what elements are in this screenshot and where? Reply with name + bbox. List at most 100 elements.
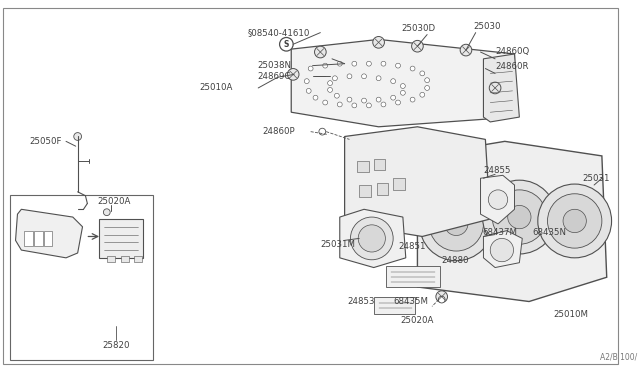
Circle shape (352, 61, 356, 66)
Circle shape (396, 100, 401, 105)
Bar (377, 183, 388, 195)
Bar (374, 159, 385, 170)
Bar (107, 256, 115, 262)
Polygon shape (291, 39, 515, 127)
Bar (10, 195, 154, 360)
Text: 68437M: 68437M (483, 228, 518, 237)
Circle shape (280, 38, 293, 51)
Circle shape (445, 212, 468, 235)
Circle shape (438, 296, 445, 303)
Text: 25031: 25031 (582, 174, 610, 183)
Circle shape (319, 128, 326, 135)
Text: 24869C: 24869C (257, 72, 291, 81)
Circle shape (563, 209, 586, 232)
Circle shape (401, 84, 405, 89)
Circle shape (358, 225, 385, 252)
Circle shape (492, 190, 547, 244)
Circle shape (328, 81, 333, 86)
Circle shape (362, 74, 367, 79)
Text: 25030: 25030 (474, 22, 501, 31)
Polygon shape (417, 141, 607, 302)
Text: 24860Q: 24860Q (495, 46, 529, 55)
Circle shape (391, 95, 396, 100)
Circle shape (367, 61, 371, 66)
Circle shape (347, 97, 352, 102)
Text: 24851: 24851 (398, 242, 426, 251)
Text: 25010A: 25010A (199, 83, 232, 93)
Text: 25038N: 25038N (257, 61, 291, 70)
Circle shape (313, 95, 318, 100)
Text: 24860P: 24860P (262, 127, 295, 136)
Circle shape (314, 46, 326, 58)
Circle shape (308, 66, 313, 71)
Text: 25030D: 25030D (401, 24, 435, 33)
Polygon shape (340, 209, 406, 267)
Text: 24855: 24855 (483, 166, 511, 175)
Circle shape (381, 102, 386, 107)
Bar (34, 231, 43, 246)
Text: 24880: 24880 (442, 256, 469, 265)
Bar (387, 266, 440, 287)
Circle shape (333, 76, 337, 81)
Circle shape (362, 98, 367, 103)
Bar (374, 296, 415, 314)
Circle shape (396, 63, 401, 68)
Circle shape (287, 68, 299, 80)
Bar (122, 256, 129, 262)
Bar (99, 219, 143, 258)
Text: 25020A: 25020A (97, 197, 131, 206)
Circle shape (381, 61, 386, 66)
Circle shape (104, 209, 110, 216)
Circle shape (412, 41, 423, 52)
Bar (44, 231, 52, 246)
Circle shape (352, 103, 356, 108)
Circle shape (436, 291, 447, 302)
Text: 25031M: 25031M (321, 240, 355, 249)
Circle shape (401, 90, 405, 95)
Text: 68435M: 68435M (393, 297, 428, 306)
Circle shape (307, 89, 311, 93)
Circle shape (328, 87, 333, 92)
Circle shape (490, 238, 513, 262)
Circle shape (488, 190, 508, 209)
Circle shape (410, 66, 415, 71)
Circle shape (367, 103, 371, 108)
Circle shape (538, 184, 612, 258)
Circle shape (305, 79, 309, 84)
Circle shape (323, 100, 328, 105)
Polygon shape (481, 175, 515, 224)
Text: 25010M: 25010M (554, 310, 588, 319)
Text: S: S (284, 40, 289, 49)
Text: 24853: 24853 (348, 297, 375, 306)
Circle shape (429, 197, 483, 251)
Text: 25820: 25820 (103, 341, 131, 350)
Circle shape (489, 82, 501, 94)
Circle shape (323, 63, 328, 68)
Bar (359, 185, 371, 197)
Text: 25050F: 25050F (29, 137, 61, 146)
Circle shape (391, 79, 396, 84)
Text: 24860R: 24860R (495, 62, 529, 71)
Circle shape (351, 217, 393, 260)
Polygon shape (483, 231, 522, 267)
Circle shape (410, 97, 415, 102)
Circle shape (460, 44, 472, 56)
Circle shape (347, 74, 352, 79)
Circle shape (372, 36, 385, 48)
Circle shape (337, 61, 342, 66)
Text: 68435N: 68435N (532, 228, 566, 237)
Circle shape (337, 102, 342, 107)
Circle shape (425, 78, 429, 83)
Text: §08540-41610: §08540-41610 (248, 28, 310, 37)
Circle shape (74, 132, 81, 140)
Circle shape (420, 71, 425, 76)
Circle shape (419, 187, 493, 261)
Circle shape (425, 86, 429, 90)
Circle shape (376, 76, 381, 81)
Polygon shape (483, 54, 519, 122)
Text: A2/B 100/: A2/B 100/ (600, 352, 637, 361)
Circle shape (376, 97, 381, 102)
Bar (393, 178, 405, 190)
Text: 25020A: 25020A (401, 317, 434, 326)
Circle shape (508, 205, 531, 229)
